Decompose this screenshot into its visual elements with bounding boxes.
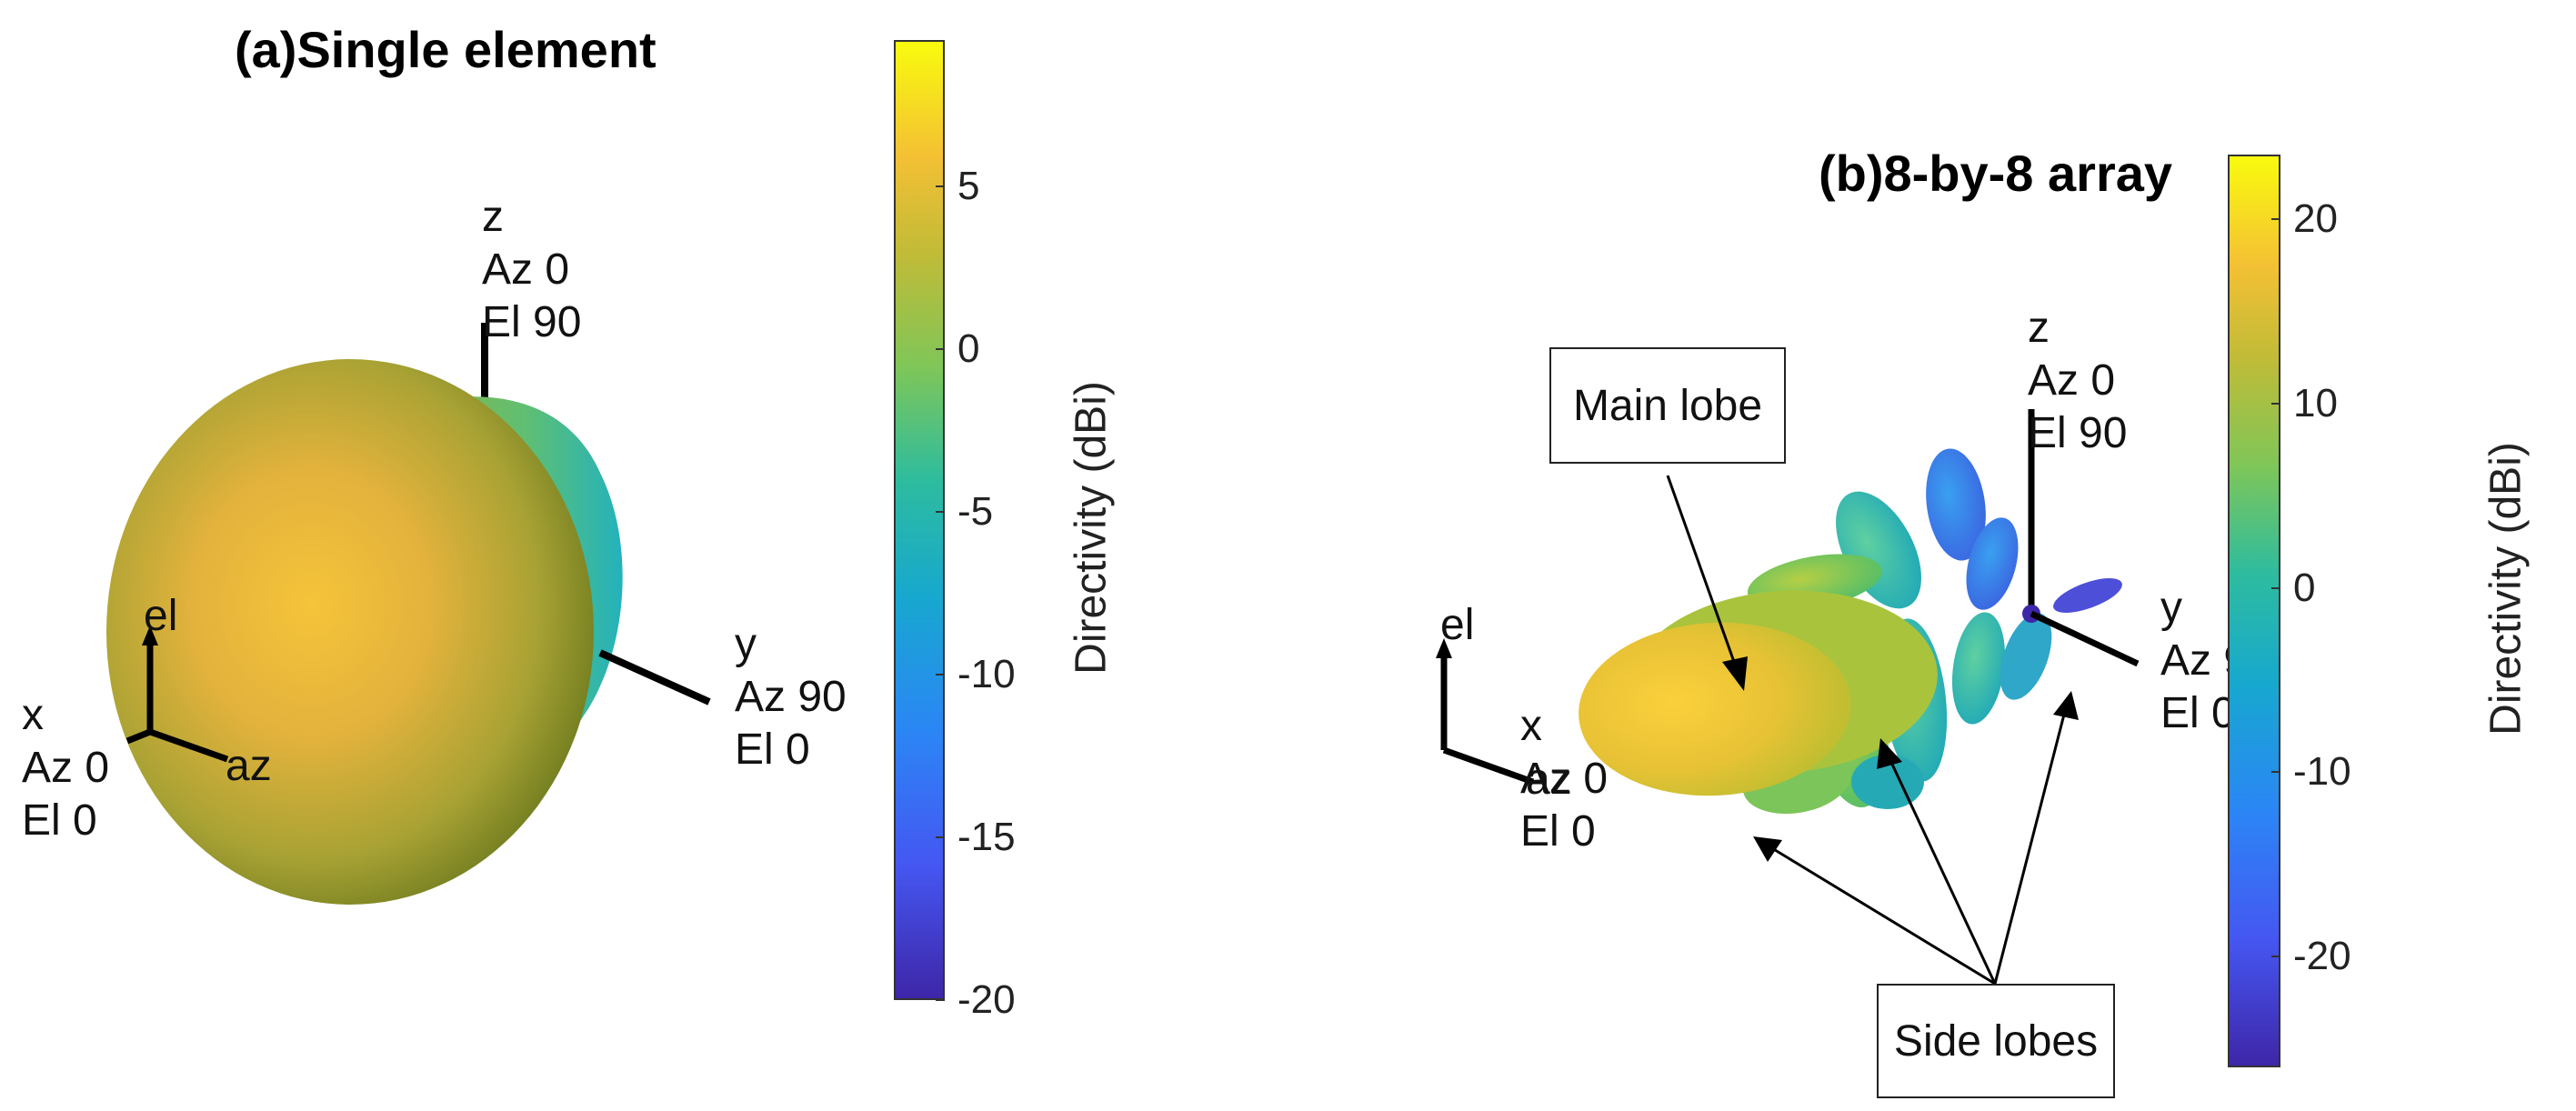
colorbar-tick-label: -10 (2293, 749, 2351, 795)
el-arrow-icon (1436, 638, 1452, 658)
panel-single-element: (a)Single element z Az 0 (22, 21, 1116, 1022)
colorbar-tick-mark (936, 836, 945, 839)
pointer-arrowhead-icon (1753, 836, 1782, 862)
pointer-arrowhead-icon (2053, 691, 2079, 720)
y-axis-line (598, 649, 711, 706)
side-lobes-pointer (1886, 754, 1997, 985)
colorbar-tick-mark (2271, 771, 2280, 774)
colorbar-tick-mark (936, 674, 945, 676)
el-arrow-icon (142, 626, 158, 646)
z-axis-label: z Az 0 El 90 (2028, 304, 2128, 457)
colorbar-tick-label: -15 (957, 815, 1016, 860)
colorbar-tick-mark (936, 511, 945, 514)
z-axis-label: z Az 0 El 90 (482, 193, 582, 346)
colorbar-label: Directivity (dBi) (1067, 381, 1116, 675)
side-lobe (2053, 578, 2122, 613)
panel-title: (b)8-by-8 array (1819, 145, 2173, 202)
colorbar-tick-label: 5 (957, 164, 980, 209)
colorbar-tick-label: -10 (957, 652, 1016, 697)
side-lobes-pointer (1767, 844, 1996, 986)
colorbar-tick-mark (936, 348, 945, 351)
x-axis-stub (125, 728, 152, 745)
colorbar-label: Directivity (dBi) (2481, 442, 2531, 736)
directivity-surface (106, 359, 594, 905)
radiation-pattern-array (1436, 409, 2140, 986)
colorbar-tick-mark (936, 185, 945, 188)
x-axis-label: x Az 0 El 0 (1520, 702, 1609, 856)
colorbar-tick-mark (2271, 402, 2280, 405)
colorbar-tick-label: -20 (957, 977, 1016, 1022)
az-axis-line (148, 728, 229, 763)
y-axis-line (2030, 610, 2140, 667)
pointer-arrowhead-icon (1877, 738, 1902, 769)
el-label: el (144, 592, 178, 640)
colorbar-tick-mark (2271, 217, 2280, 220)
colorbar (894, 40, 945, 1000)
side-lobe (1951, 612, 2006, 725)
colorbar-tick-label: 0 (957, 326, 980, 372)
side-lobes-callout: Side lobes (1877, 984, 2115, 1098)
main-lobe-pointer (1666, 475, 1740, 676)
colorbar-tick-mark (2271, 956, 2280, 958)
panel-title: (a)Single element (235, 21, 657, 78)
panel-array: (b)8-by-8 array (1288, 0, 2576, 1111)
colorbar-tick-mark (936, 999, 945, 1001)
colorbar-tick-label: 10 (2293, 380, 2338, 425)
side-lobe (2000, 613, 2052, 700)
colorbar-tick-mark (2271, 586, 2280, 589)
az-axis-line (1442, 746, 1535, 786)
colorbar-tick-label: -20 (2293, 934, 2351, 979)
y-axis-label: y Az 90 El 0 (735, 620, 847, 774)
az-label: az (226, 742, 272, 790)
colorbar-tick-label: 20 (2293, 195, 2338, 241)
radiation-pattern-single (106, 323, 711, 905)
colorbar-tick-label: -5 (957, 489, 994, 535)
side-lobe (1966, 517, 2019, 610)
pointer-arrowhead-icon (1722, 656, 1748, 691)
main-lobe (1579, 622, 1851, 796)
side-lobe (1926, 448, 1986, 561)
colorbar-tick-label: 0 (2293, 565, 2316, 610)
colorbar (2228, 155, 2280, 1067)
az-label: az (1526, 756, 1572, 804)
side-lobes-pointer (1993, 706, 2068, 985)
main-lobe-callout: Main lobe (1549, 347, 1786, 464)
el-label: el (1440, 601, 1475, 649)
x-axis-label: x Az 0 El 0 (22, 691, 110, 845)
